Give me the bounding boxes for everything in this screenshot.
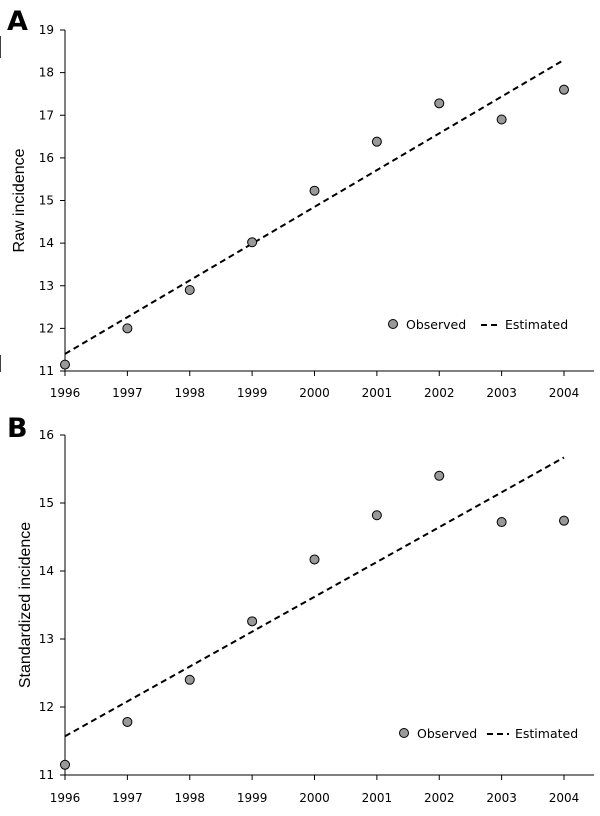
- y-axis-label: Raw incidence: [11, 148, 28, 252]
- legend: Observed Estimated: [388, 317, 568, 332]
- y-tick-label: 11: [39, 768, 54, 782]
- observed-point: [122, 323, 133, 334]
- y-tick-label: 15: [39, 496, 54, 510]
- y-tick-label: 16: [39, 151, 54, 165]
- panel-letter: B: [7, 413, 28, 444]
- observed-point: [496, 517, 507, 528]
- x-tick-label: 1998: [174, 791, 205, 805]
- x-tick-label: 2000: [299, 791, 330, 805]
- observed-point: [371, 510, 382, 521]
- x-tick-label: 1999: [237, 791, 268, 805]
- legend: Observed Estimated: [399, 726, 578, 741]
- x-tick-label: 2002: [424, 791, 455, 805]
- x-tick-label: 1997: [112, 791, 143, 805]
- observed-point: [60, 359, 70, 370]
- chart-panel-b: B 11 12 13 14 15 16 1996 1997 1998 1999 2000 2001 200…: [7, 413, 594, 805]
- x-tick-label: 1996: [50, 386, 81, 400]
- observed-point: [309, 185, 320, 196]
- observed-point: [309, 554, 320, 565]
- y-tick-label: 12: [39, 700, 54, 714]
- observed-point: [371, 136, 382, 147]
- y-tick-label: 15: [39, 194, 54, 208]
- y-tick-label: 12: [39, 321, 54, 335]
- y-tick-label: 11: [39, 364, 54, 378]
- estimated-trend-line: [64, 456, 565, 738]
- y-axis-label: Standardized incidence: [17, 522, 34, 688]
- observed-point: [496, 114, 507, 125]
- x-tick-label: 1999: [237, 386, 268, 400]
- y-tick-label: 13: [39, 632, 54, 646]
- x-tick-label: 2004: [549, 386, 580, 400]
- x-tick-label: 2001: [362, 386, 393, 400]
- y-tick-label: 19: [39, 23, 54, 37]
- observed-point: [434, 98, 445, 109]
- y-tick-label: 17: [39, 108, 54, 122]
- legend-observed-marker: [399, 728, 409, 738]
- observed-point: [60, 759, 70, 770]
- observed-point: [559, 84, 569, 95]
- x-tick-label: 1996: [50, 791, 81, 805]
- x-tick-label: 2004: [549, 791, 580, 805]
- observed-point: [247, 237, 258, 248]
- chart-panel-a: A 11 12 13 14 15 16 17 18 19 1996 1997 1998 1999 2000 2…: [0, 6, 594, 400]
- x-tick-label: 2003: [486, 791, 517, 805]
- y-tick-label: 13: [39, 279, 54, 293]
- panel-letter: A: [7, 6, 28, 37]
- legend-observed-label: Observed: [417, 726, 477, 741]
- legend-observed-marker: [388, 319, 398, 329]
- x-tick-label: 2001: [362, 791, 393, 805]
- estimated-trend-line: [64, 58, 565, 355]
- x-tick-label: 2000: [299, 386, 330, 400]
- legend-observed-label: Observed: [406, 317, 466, 332]
- x-tick-label: 1997: [112, 386, 143, 400]
- legend-estimated-label: Estimated: [505, 317, 568, 332]
- x-tick-label: 2003: [486, 386, 517, 400]
- y-tick-label: 18: [39, 66, 54, 80]
- y-tick-label: 14: [39, 564, 54, 578]
- x-tick-label: 2002: [424, 386, 455, 400]
- observed-point: [247, 616, 258, 627]
- observed-point: [184, 285, 195, 296]
- observed-point: [122, 716, 133, 727]
- observed-point: [559, 515, 569, 526]
- observed-point: [434, 470, 445, 481]
- legend-estimated-label: Estimated: [515, 726, 578, 741]
- y-tick-label: 14: [39, 236, 54, 250]
- observed-point: [184, 674, 195, 685]
- x-tick-label: 1998: [174, 386, 205, 400]
- y-tick-label: 16: [39, 428, 54, 442]
